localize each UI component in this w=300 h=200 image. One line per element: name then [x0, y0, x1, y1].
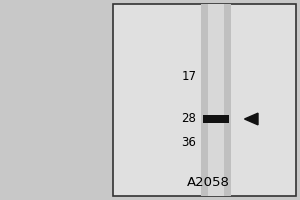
Text: 28: 28 [182, 112, 196, 126]
Bar [201, 4, 231, 196]
Polygon shape [244, 113, 258, 125]
Bar [112, 4, 296, 196]
Text: A2058: A2058 [187, 176, 230, 190]
Bar [203, 115, 229, 123]
Text: 17: 17 [182, 70, 196, 82]
Text: 36: 36 [182, 137, 196, 150]
Bar [208, 4, 224, 196]
